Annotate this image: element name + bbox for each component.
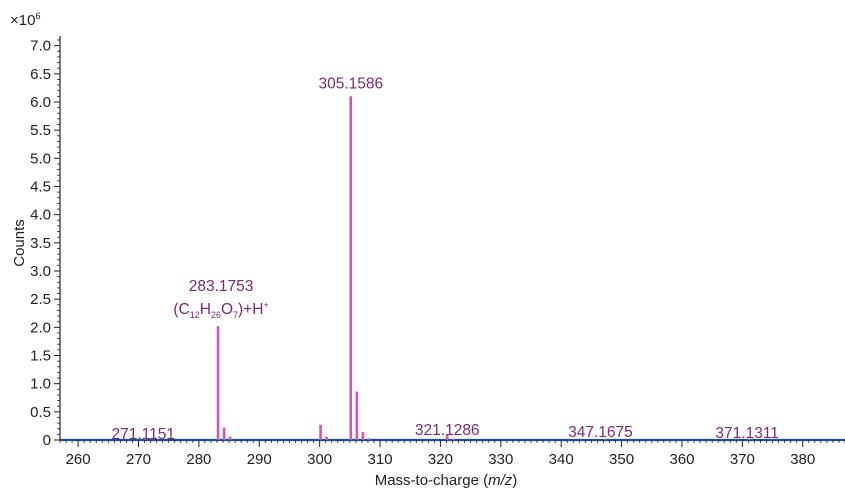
x-axis-title: Mass-to-charge (m/z): [375, 472, 518, 489]
y-tick-label: 5.5: [30, 122, 51, 139]
y-tick-label: 2.0: [30, 319, 51, 336]
peak-bar: [143, 438, 147, 440]
peaks: [143, 96, 751, 441]
x-tick-label: 340: [549, 451, 574, 468]
y-tick-label: 3.5: [30, 235, 51, 252]
x-tick-label: 350: [609, 451, 634, 468]
x-tick-label: 370: [730, 451, 755, 468]
peak-bar: [325, 436, 328, 440]
y-tick-label: 5.0: [30, 150, 51, 167]
peak-bar: [319, 424, 322, 440]
y-tick-label: 1.0: [30, 376, 51, 393]
x-tick-label: 280: [186, 451, 211, 468]
peak-bar: [603, 439, 606, 441]
peak-label: 321.1286: [415, 422, 480, 439]
peak-bar: [361, 432, 365, 440]
peak-bar: [445, 434, 449, 440]
peak-bar: [451, 438, 455, 440]
peak-bar: [349, 96, 353, 441]
x-tick-label: 380: [790, 451, 815, 468]
peak-bar: [367, 438, 371, 440]
y-tick-label: 2.5: [30, 291, 51, 308]
x-tick-label: 270: [126, 451, 151, 468]
y-multiplier-label: ×106: [10, 11, 40, 29]
x-tick-label: 300: [307, 451, 332, 468]
y-axis: 0 0.5 1.0 1.5 2.0 2.5 3.0 3.5 4.0 4.5 5.0 5.5 6.0 6.5…: [30, 36, 61, 449]
peak-labels: 271.1151 283.1753 305.1586 321.1286 347.1675…: [111, 75, 778, 443]
y-tick-label: 4.5: [30, 178, 51, 195]
y-tick-label: 6.5: [30, 66, 51, 83]
y-tick-label: 0: [43, 432, 51, 449]
x-tick-label: 360: [669, 451, 694, 468]
peak-label: 305.1586: [318, 75, 383, 92]
y-tick-label: 7.0: [30, 38, 51, 55]
y-tick-label: 0.5: [30, 404, 51, 421]
x-tick-label: 260: [66, 451, 91, 468]
x-tick-label: 310: [368, 451, 393, 468]
y-tick-label: 4.0: [30, 207, 51, 224]
peak-bar: [355, 391, 359, 440]
y-tick-label: 6.0: [30, 94, 51, 111]
peak-label: 347.1675: [568, 424, 633, 441]
y-axis-title: Counts: [11, 219, 28, 267]
peak-bar: [747, 438, 751, 440]
formula-label: (C12H26O7)+H+: [173, 300, 268, 320]
y-tick-label: 3.0: [30, 263, 51, 280]
peak-bar: [222, 427, 226, 440]
peak-label: 283.1753: [189, 278, 254, 295]
peak-bar: [228, 436, 232, 440]
x-tick-label: 320: [428, 451, 453, 468]
x-tick-label: 330: [488, 451, 513, 468]
peak-label: 271.1151: [111, 426, 175, 443]
peak-label: 371.1311: [715, 425, 779, 442]
peak-bar: [216, 326, 220, 440]
y-tick-label: 1.5: [30, 347, 51, 364]
x-axis: 260 270 280 290 300 310 320 330 340 350 360 370 380: [59, 438, 845, 468]
x-tick-label: 290: [247, 451, 272, 468]
